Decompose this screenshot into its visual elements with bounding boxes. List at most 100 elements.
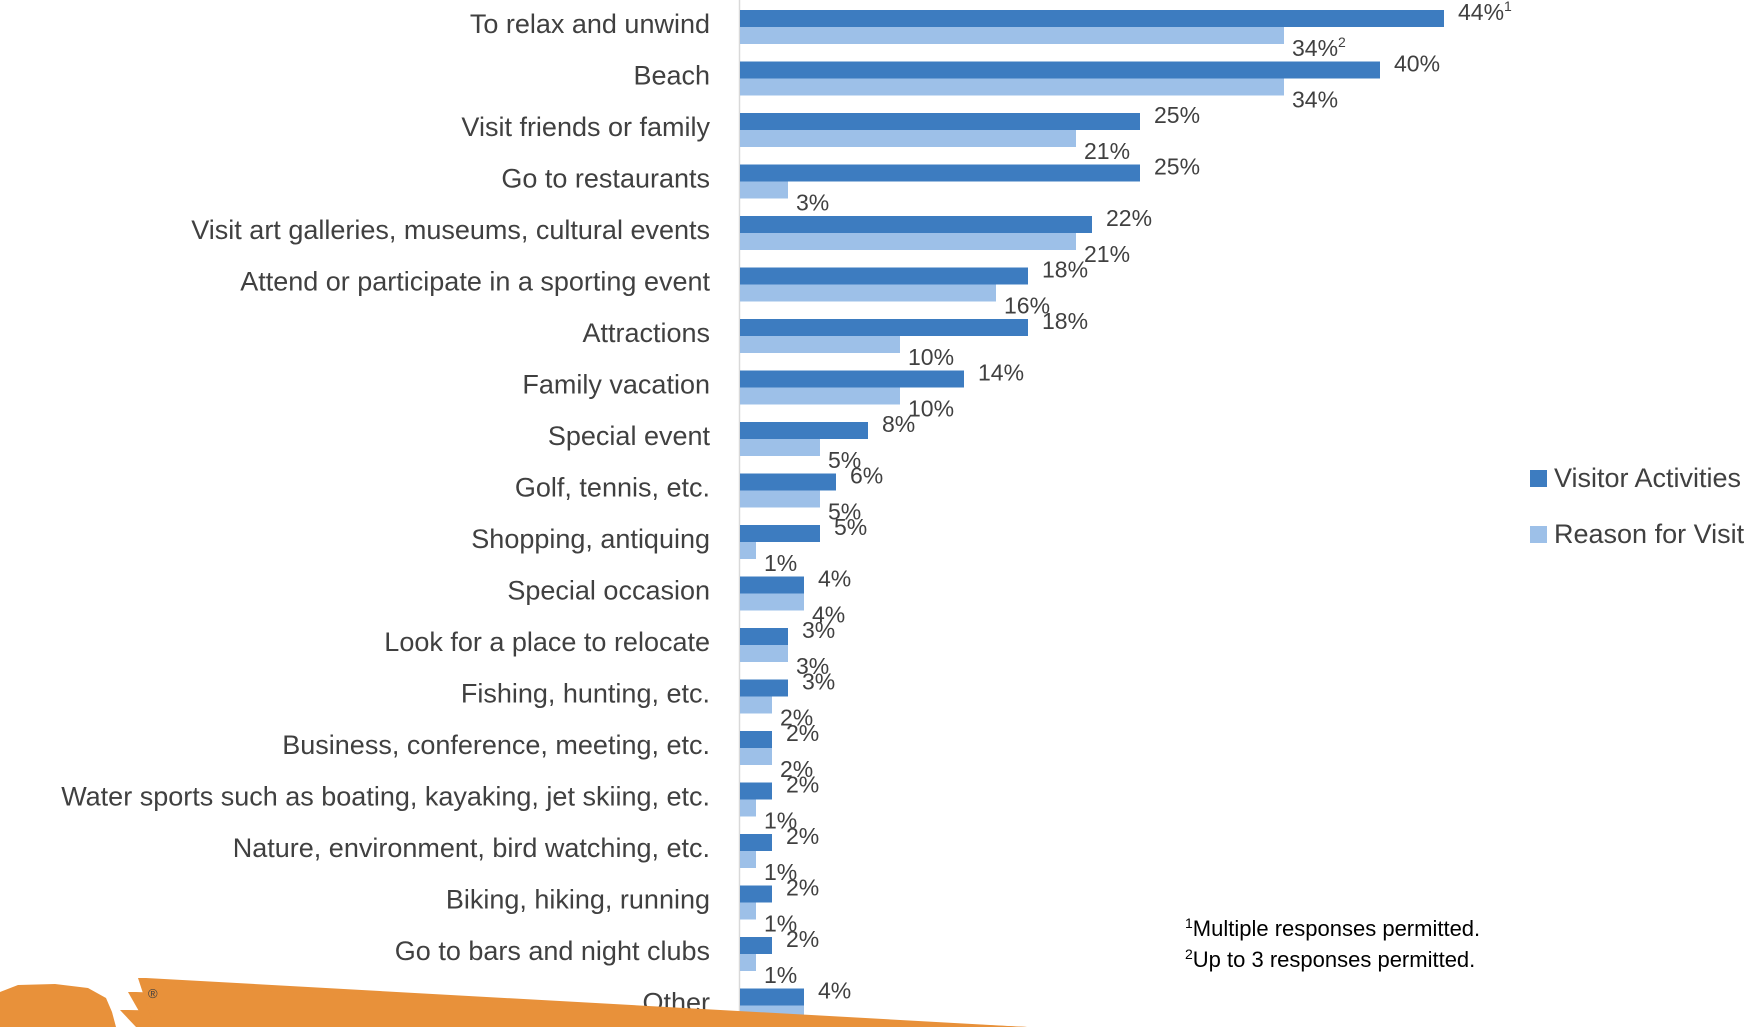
data-label: 40% bbox=[1394, 51, 1440, 77]
data-label: 1% bbox=[764, 550, 797, 576]
data-label: 2% bbox=[786, 926, 819, 952]
bar-visitor-activities bbox=[740, 216, 1092, 233]
data-label: 3% bbox=[802, 617, 835, 643]
category-label: Golf, tennis, etc. bbox=[515, 473, 710, 503]
data-label: 3% bbox=[796, 653, 829, 679]
bar-visitor-activities bbox=[740, 61, 1380, 79]
bar-reason-for-visit bbox=[740, 645, 788, 662]
footnote-mark: 2 bbox=[1338, 34, 1346, 50]
data-label: 25% bbox=[1154, 154, 1200, 180]
data-label: 2% bbox=[786, 823, 819, 849]
data-label: 10% bbox=[908, 396, 954, 422]
category-label: Attractions bbox=[582, 318, 710, 348]
footnote-mark: 2 bbox=[1185, 946, 1193, 962]
category-label: Go to bars and night clubs bbox=[395, 936, 710, 966]
data-label: 1% bbox=[764, 962, 797, 988]
category-label: Shopping, antiquing bbox=[471, 524, 710, 554]
category-label: Beach bbox=[633, 61, 710, 91]
bar-visitor-activities bbox=[740, 576, 804, 594]
data-label: 4% bbox=[818, 566, 851, 592]
bar-reason-for-visit bbox=[740, 593, 804, 611]
category-label: Business, conference, meeting, etc. bbox=[282, 730, 710, 760]
bar-reason-for-visit bbox=[740, 181, 788, 199]
data-label: 3% bbox=[802, 669, 835, 695]
bar-reason-for-visit bbox=[740, 78, 1284, 96]
sunburst-ray-icon bbox=[150, 986, 1027, 1027]
footnote-text: Up to 3 responses permitted. bbox=[1193, 947, 1475, 972]
category-label: Family vacation bbox=[522, 370, 710, 400]
category-label: Water sports such as boating, kayaking, … bbox=[61, 782, 710, 812]
bar-visitor-activities bbox=[740, 628, 788, 645]
footnote: 1Multiple responses permitted. bbox=[1185, 915, 1480, 941]
category-label: Special event bbox=[548, 421, 711, 451]
data-label: 2% bbox=[786, 875, 819, 901]
legend-swatch-visitor-activities bbox=[1530, 470, 1547, 487]
data-label: 2% bbox=[780, 705, 813, 731]
data-label: 6% bbox=[850, 463, 883, 489]
bar-reason-for-visit bbox=[740, 748, 772, 765]
data-label: 21% bbox=[1084, 241, 1130, 267]
category-label: Look for a place to relocate bbox=[384, 627, 710, 657]
data-label: 10% bbox=[908, 344, 954, 370]
data-label: 2% bbox=[786, 720, 819, 746]
data-label: 4% bbox=[812, 602, 845, 628]
bar-reason-for-visit bbox=[740, 902, 756, 920]
bar-reason-for-visit bbox=[740, 233, 1076, 250]
data-label: 44%1 bbox=[1458, 0, 1512, 25]
bar-reason-for-visit bbox=[740, 542, 756, 559]
logo: ® bbox=[0, 978, 1027, 1027]
bar-visitor-activities bbox=[740, 113, 1140, 130]
footnote: 2Up to 3 responses permitted. bbox=[1185, 946, 1475, 972]
bar-reason-for-visit bbox=[740, 439, 820, 456]
category-label: Special occasion bbox=[507, 576, 710, 606]
data-label: 3% bbox=[796, 190, 829, 216]
legend: Visitor Activities Reason for Visit bbox=[1530, 463, 1745, 549]
category-label: Visit friends or family bbox=[461, 112, 710, 142]
bar-visitor-activities bbox=[740, 834, 772, 851]
bar-reason-for-visit bbox=[740, 130, 1076, 147]
legend-label-reason-for-visit: Reason for Visit bbox=[1554, 519, 1745, 549]
data-label: 21% bbox=[1084, 138, 1130, 164]
bar-visitor-activities bbox=[740, 988, 804, 1006]
data-label: 4% bbox=[818, 978, 851, 1004]
bar-visitor-activities bbox=[740, 422, 868, 439]
registered-mark: ® bbox=[148, 986, 158, 1001]
bar-visitor-activities bbox=[740, 679, 788, 697]
bar-visitor-activities bbox=[740, 525, 820, 542]
footnote-mark: 1 bbox=[1504, 0, 1512, 14]
data-label: 5% bbox=[828, 499, 861, 525]
bar-visitor-activities bbox=[740, 782, 772, 800]
bars-layer bbox=[738, 0, 1444, 1027]
bar-reason-for-visit bbox=[740, 387, 900, 405]
data-label: 1% bbox=[764, 808, 797, 834]
data-label: 1% bbox=[764, 859, 797, 885]
data-label: 5% bbox=[828, 447, 861, 473]
bar-visitor-activities bbox=[740, 731, 772, 748]
bar-visitor-activities bbox=[740, 885, 772, 903]
data-label: 18% bbox=[1042, 257, 1088, 283]
footnotes: 1Multiple responses permitted. 2Up to 3 r… bbox=[1185, 915, 1480, 972]
bar-reason-for-visit bbox=[740, 27, 1284, 44]
data-label: 2% bbox=[786, 772, 819, 798]
data-label: 34% bbox=[1292, 87, 1338, 113]
bar-reason-for-visit bbox=[740, 336, 900, 353]
category-label: Nature, environment, bird watching, etc. bbox=[233, 833, 710, 863]
category-label: Biking, hiking, running bbox=[446, 885, 710, 915]
footnote-mark: 1 bbox=[1185, 915, 1193, 931]
data-label: 2% bbox=[780, 756, 813, 782]
bar-reason-for-visit bbox=[740, 696, 772, 714]
data-label: 18% bbox=[1042, 308, 1088, 334]
bar-visitor-activities bbox=[740, 370, 964, 388]
data-label: 5% bbox=[834, 514, 867, 540]
data-label: 14% bbox=[978, 360, 1024, 386]
legend-label-visitor-activities: Visitor Activities bbox=[1554, 463, 1741, 493]
bar-reason-for-visit bbox=[740, 954, 756, 971]
bar-visitor-activities bbox=[740, 164, 1140, 182]
data-label: 8% bbox=[882, 411, 915, 437]
bar-visitor-activities bbox=[740, 937, 772, 954]
category-label: Visit art galleries, museums, cultural e… bbox=[191, 215, 710, 245]
bar-reason-for-visit bbox=[740, 799, 756, 817]
bar-visitor-activities bbox=[740, 473, 836, 491]
